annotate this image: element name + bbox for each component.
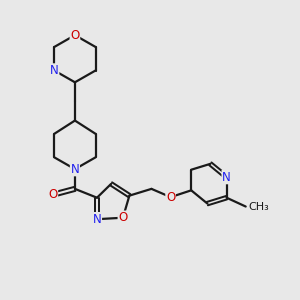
Text: O: O [166,190,175,204]
Text: CH₃: CH₃ [248,202,269,212]
Text: N: N [222,171,231,184]
Text: O: O [70,29,80,42]
Text: O: O [48,188,58,201]
Text: O: O [118,211,128,224]
Text: N: N [70,163,79,176]
Text: N: N [93,213,101,226]
Text: N: N [50,64,59,77]
